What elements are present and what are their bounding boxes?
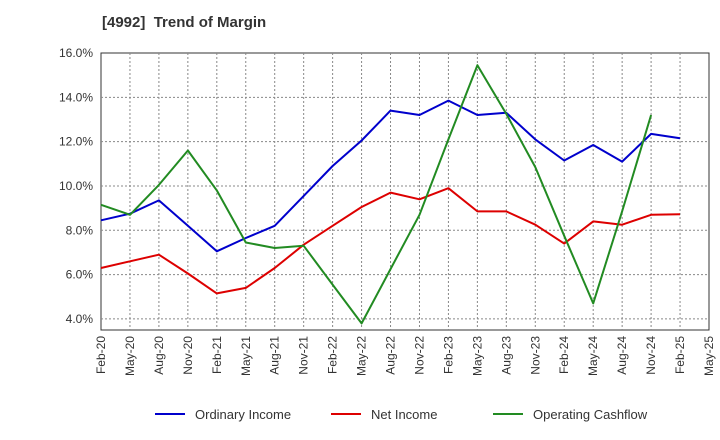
x-tick-label: May-24 bbox=[586, 336, 600, 376]
x-tick-label: Feb-25 bbox=[673, 336, 687, 374]
x-tick-label: Feb-24 bbox=[557, 336, 571, 374]
y-tick-label: 8.0% bbox=[66, 223, 94, 237]
series-line-ordinary-income bbox=[100, 99, 681, 253]
plot-border bbox=[100, 52, 710, 331]
grid-layer bbox=[100, 52, 710, 331]
x-tick-label: Aug-24 bbox=[615, 336, 629, 375]
legend-label-operating-cashflow: Operating Cashflow bbox=[533, 407, 648, 422]
x-tick-label: Aug-20 bbox=[152, 336, 166, 375]
x-tick-label: May-22 bbox=[355, 336, 369, 376]
x-tick-label: Feb-22 bbox=[326, 336, 340, 374]
x-tick-label: May-21 bbox=[239, 336, 253, 376]
x-tick-label: Nov-22 bbox=[412, 336, 426, 375]
x-tick-label: Nov-24 bbox=[644, 336, 658, 375]
axis-layer: 4.0% 6.0% 8.0% 10.0% 12.0% 14.0% 16.0% Feb-20 Ma… bbox=[59, 46, 716, 376]
legend-label-net-income: Net Income bbox=[371, 407, 437, 422]
series-line-operating-cashflow bbox=[100, 64, 653, 325]
x-tick-label: Aug-21 bbox=[268, 336, 282, 375]
y-tick-label: 10.0% bbox=[59, 179, 93, 193]
x-tick-label: May-20 bbox=[123, 336, 137, 376]
x-tick-label: Feb-23 bbox=[441, 336, 455, 374]
x-tick-label: Nov-21 bbox=[297, 336, 311, 375]
x-tick-label: Aug-23 bbox=[499, 336, 513, 375]
series-layer bbox=[100, 64, 681, 325]
x-tick-label: Nov-20 bbox=[181, 336, 195, 375]
legend-layer: Ordinary Income Net Income Operating Cashf… bbox=[155, 407, 648, 422]
y-tick-label: 14.0% bbox=[59, 90, 93, 104]
x-tick-label: May-23 bbox=[470, 336, 484, 376]
x-tick-label: Feb-21 bbox=[210, 336, 224, 374]
legend-label-ordinary-income: Ordinary Income bbox=[195, 407, 291, 422]
chart-title: [4992] Trend of Margin bbox=[102, 14, 267, 31]
x-tick-label: Aug-22 bbox=[384, 336, 398, 375]
x-tick-label: Nov-23 bbox=[528, 336, 542, 375]
y-tick-label: 16.0% bbox=[59, 46, 93, 60]
x-tick-label: Feb-20 bbox=[94, 336, 108, 374]
y-tick-label: 6.0% bbox=[66, 268, 94, 282]
y-tick-label: 4.0% bbox=[66, 312, 94, 326]
series-line-net-income bbox=[100, 187, 681, 295]
y-tick-label: 12.0% bbox=[59, 135, 93, 149]
x-tick-label: May-25 bbox=[702, 336, 716, 376]
